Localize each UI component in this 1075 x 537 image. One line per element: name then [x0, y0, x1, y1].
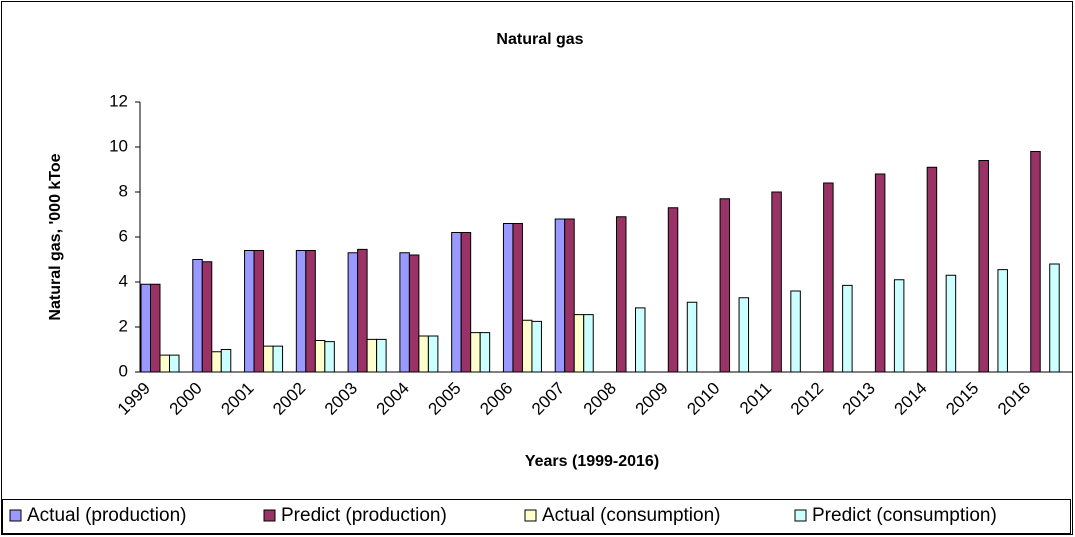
bar	[554, 218, 566, 373]
legend-swatch	[263, 509, 276, 522]
y-tick-label: 10	[109, 136, 128, 155]
bar	[418, 335, 429, 373]
bar	[140, 283, 151, 373]
bar	[997, 269, 1008, 373]
bar	[738, 297, 750, 373]
legend-swatch	[9, 509, 22, 522]
bar	[272, 345, 284, 373]
bar	[192, 259, 203, 373]
bar	[253, 250, 265, 373]
legend-label: Predict (consumption)	[812, 505, 997, 526]
bar	[220, 349, 232, 373]
y-tick-label: 8	[119, 181, 128, 200]
bar	[150, 283, 161, 373]
chart-title: Natural gas	[496, 31, 583, 48]
bar	[324, 341, 335, 373]
y-tick-label: 2	[119, 316, 128, 335]
bar	[531, 320, 542, 373]
bar	[978, 160, 989, 373]
bar	[823, 182, 834, 373]
bar	[719, 198, 731, 373]
x-axis-title: Years (1999-2016)	[525, 453, 659, 470]
bar	[451, 232, 462, 373]
bar	[686, 301, 698, 373]
bar	[790, 290, 801, 373]
legend-swatch	[524, 509, 537, 522]
bar	[842, 284, 853, 373]
bar	[399, 252, 410, 373]
bar	[635, 307, 646, 373]
bar	[244, 250, 255, 373]
bar	[893, 279, 905, 373]
bar	[479, 332, 491, 373]
legend-label: Actual (production)	[27, 505, 186, 526]
bar	[347, 252, 359, 373]
bar	[169, 354, 180, 373]
y-tick-label: 4	[119, 271, 128, 290]
bar	[366, 338, 378, 373]
bar	[771, 191, 782, 373]
bar	[408, 254, 420, 373]
y-axis-title: Natural gas, '000 kToe	[47, 153, 64, 320]
bar	[460, 232, 472, 373]
bar	[616, 216, 627, 373]
bar	[667, 207, 679, 373]
bar	[357, 248, 368, 373]
bar	[564, 218, 575, 373]
bar	[159, 354, 170, 373]
bar	[502, 223, 514, 373]
bar	[874, 173, 886, 373]
bar	[201, 261, 213, 373]
bar	[211, 351, 222, 373]
legend-label: Predict (production)	[281, 505, 447, 526]
bar	[427, 335, 439, 373]
bar	[314, 340, 326, 373]
bar	[583, 314, 594, 373]
bar	[926, 166, 938, 373]
legend-label: Actual (consumption)	[542, 505, 720, 526]
legend-swatch	[794, 509, 807, 522]
bar	[263, 345, 274, 373]
bar	[945, 274, 957, 373]
y-tick-label: 6	[119, 226, 128, 245]
bar	[1049, 263, 1060, 373]
bar	[470, 332, 481, 373]
bar	[305, 250, 316, 373]
bar	[573, 314, 585, 373]
bar	[512, 223, 523, 373]
y-tick-label: 12	[109, 91, 128, 110]
bar	[521, 319, 533, 373]
y-tick-label: 0	[119, 361, 128, 380]
bar	[295, 250, 307, 373]
bar	[376, 338, 387, 373]
bar	[1030, 151, 1041, 373]
